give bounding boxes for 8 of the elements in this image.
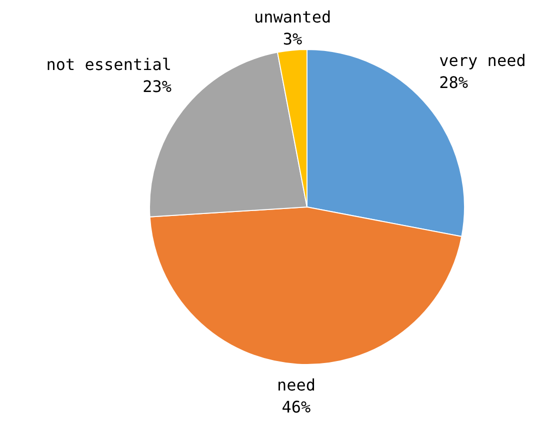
slice-label: very need	[439, 50, 526, 70]
data-label: 3%	[282, 29, 303, 48]
data-label: 23%	[142, 77, 172, 96]
data-label: 46%	[282, 397, 312, 416]
slice-label: need	[276, 375, 316, 394]
slice-label: unwanted	[254, 7, 332, 26]
data-label: 28%	[439, 72, 468, 92]
slice-label: not essential	[46, 55, 172, 74]
